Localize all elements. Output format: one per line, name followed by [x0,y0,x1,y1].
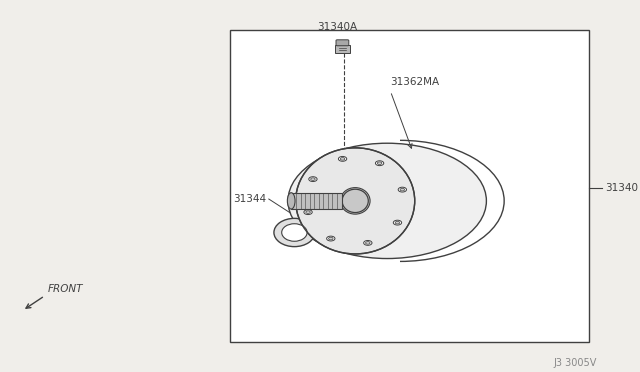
Ellipse shape [398,187,406,192]
Ellipse shape [376,161,384,166]
Ellipse shape [287,193,295,209]
Ellipse shape [340,158,345,160]
Ellipse shape [394,220,402,225]
Ellipse shape [339,157,347,161]
Ellipse shape [340,187,370,214]
Ellipse shape [274,218,315,247]
Bar [335,45,350,53]
FancyBboxPatch shape [336,40,349,46]
Ellipse shape [396,221,400,224]
Text: 31340A: 31340A [317,22,357,32]
Ellipse shape [400,188,404,191]
Ellipse shape [308,177,317,182]
Text: J3 3005V: J3 3005V [554,358,597,368]
Circle shape [288,143,486,259]
Ellipse shape [364,240,372,245]
Ellipse shape [365,241,370,244]
Text: FRONT: FRONT [48,284,83,294]
Ellipse shape [282,224,307,241]
Ellipse shape [310,178,315,180]
Ellipse shape [306,211,310,214]
Ellipse shape [296,148,415,254]
Ellipse shape [328,237,333,240]
Text: 31340: 31340 [605,183,638,193]
Ellipse shape [326,236,335,241]
Ellipse shape [342,189,368,212]
Bar [230,30,589,342]
Text: 31344: 31344 [234,194,267,204]
Bar [291,193,342,209]
Ellipse shape [304,210,312,215]
Text: 31362MA: 31362MA [390,77,440,87]
Ellipse shape [378,162,382,164]
